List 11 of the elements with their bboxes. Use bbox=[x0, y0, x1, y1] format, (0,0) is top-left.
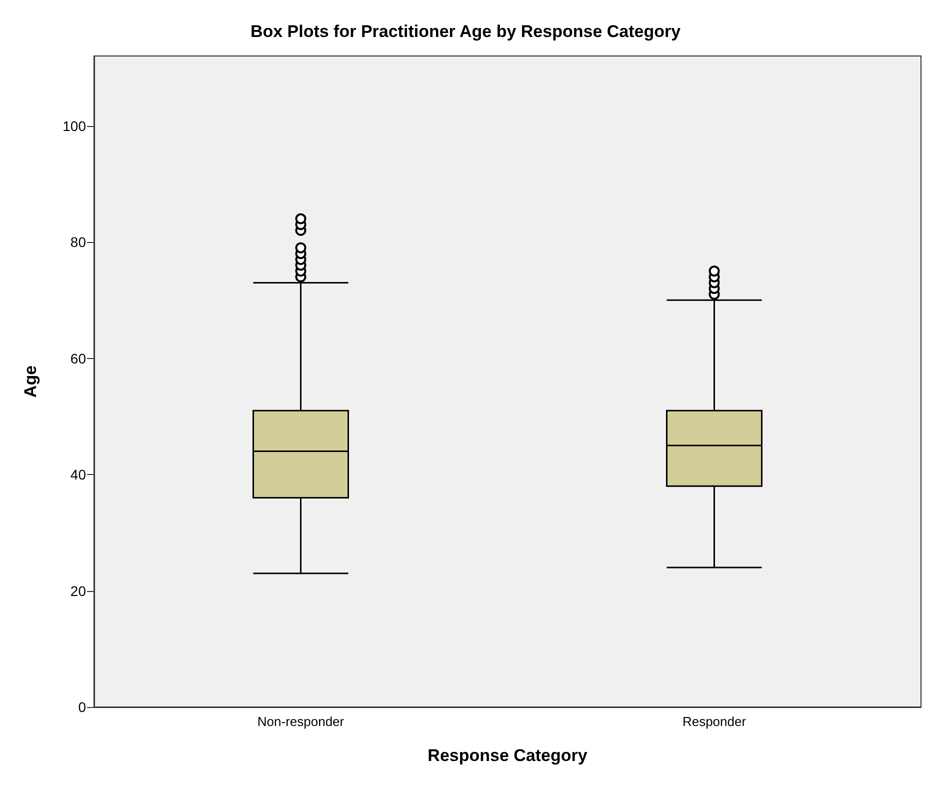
x-axis-title: Response Category bbox=[428, 746, 588, 765]
y-tick-label: 80 bbox=[70, 234, 86, 250]
y-tick-label: 40 bbox=[70, 466, 86, 482]
chart-title: Box Plots for Practitioner Age by Response Category bbox=[250, 22, 682, 41]
x-tick-label: Responder bbox=[682, 714, 747, 729]
y-axis-title: Age bbox=[21, 365, 40, 398]
x-tick-label: Non-responder bbox=[257, 714, 345, 729]
y-tick-label: 20 bbox=[70, 582, 86, 599]
y-tick-label: 0 bbox=[78, 699, 86, 715]
y-tick-label: 60 bbox=[70, 350, 86, 366]
y-tick-label: 100 bbox=[62, 118, 86, 134]
